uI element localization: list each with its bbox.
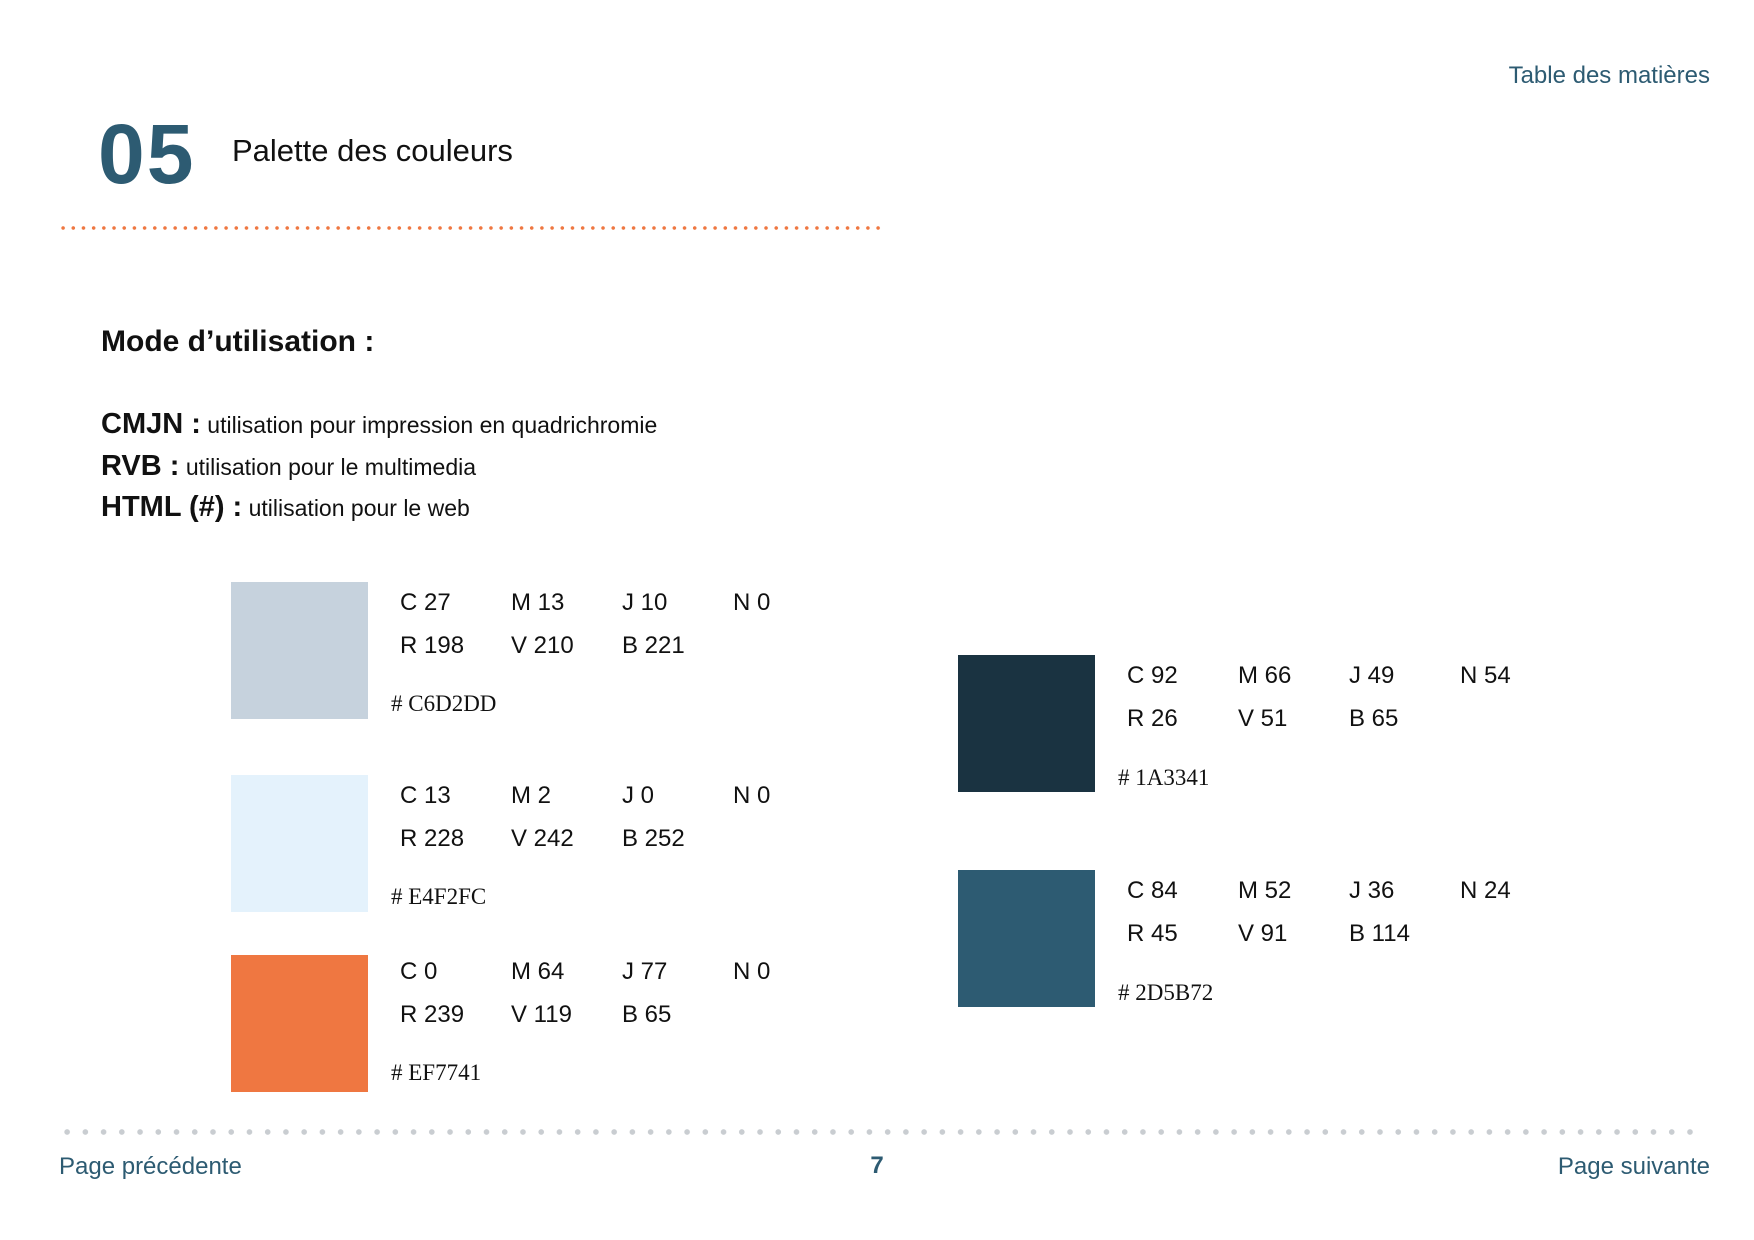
usage-text: utilisation pour le multimedia — [185, 454, 477, 480]
rvb-b-value: B 65 — [1349, 705, 1399, 732]
color-swatch-light-grey-blue — [231, 582, 368, 719]
cmjn-j-value: J 10 — [622, 589, 668, 616]
table-of-contents-link[interactable]: Table des matières — [1508, 62, 1710, 89]
usage-item-html: HTML (#) : utilisation pour le web — [101, 493, 470, 522]
usage-label: HTML (#) : — [101, 491, 243, 523]
rvb-b-value: B 114 — [1349, 920, 1410, 947]
footer-divider — [58, 1128, 1700, 1136]
usage-text: utilisation pour le web — [248, 495, 470, 521]
cmjn-c-value: C 84 — [1127, 877, 1178, 904]
color-swatch-petrol-blue — [958, 870, 1095, 1007]
cmjn-c-value: C 13 — [400, 782, 451, 809]
rvb-r-value: R 239 — [400, 1001, 465, 1028]
hex-value: # C6D2DD — [391, 691, 497, 716]
cmjn-m-value: M 52 — [1238, 877, 1292, 904]
rvb-v-value: V 119 — [511, 1001, 572, 1028]
cmjn-c-value: C 27 — [400, 589, 451, 616]
usage-text: utilisation pour impression en quadrichr… — [207, 412, 658, 438]
rvb-r-value: R 228 — [400, 825, 465, 852]
cmjn-m-value: M 2 — [511, 782, 552, 809]
section-number: 05 — [98, 107, 196, 201]
color-swatch-pale-blue — [231, 775, 368, 912]
cmjn-m-value: M 13 — [511, 589, 565, 616]
cmjn-n-value: N 24 — [1460, 877, 1511, 904]
rvb-v-value: V 91 — [1238, 920, 1288, 947]
usage-heading: Mode d’utilisation : — [101, 325, 375, 358]
next-page-link[interactable]: Page suivante — [1557, 1153, 1710, 1180]
rvb-b-value: B 252 — [622, 825, 685, 852]
hex-value: # 1A3341 — [1118, 765, 1210, 790]
page-number: 7 — [870, 1152, 884, 1179]
color-swatch-dark-navy — [958, 655, 1095, 792]
color-swatch-orange — [231, 955, 368, 1092]
title-divider — [58, 226, 882, 230]
cmjn-j-value: J 0 — [622, 782, 655, 809]
usage-label: RVB : — [101, 450, 180, 482]
hex-value: # 2D5B72 — [1118, 980, 1214, 1005]
cmjn-c-value: C 92 — [1127, 662, 1178, 689]
rvb-v-value: V 210 — [511, 632, 574, 659]
previous-page-link[interactable]: Page précédente — [59, 1153, 242, 1180]
usage-item-rvb: RVB : utilisation pour le multimedia — [101, 452, 476, 481]
cmjn-j-value: J 49 — [1349, 662, 1395, 689]
rvb-r-value: R 45 — [1127, 920, 1178, 947]
rvb-r-value: R 26 — [1127, 705, 1178, 732]
cmjn-c-value: C 0 — [400, 958, 438, 985]
hex-value: # E4F2FC — [391, 884, 487, 909]
hex-value: # EF7741 — [391, 1060, 482, 1085]
rvb-v-value: V 51 — [1238, 705, 1288, 732]
usage-item-cmjn: CMJN : utilisation pour impression en qu… — [101, 410, 657, 439]
cmjn-j-value: J 77 — [622, 958, 668, 985]
section-title: Palette des couleurs — [232, 133, 513, 168]
rvb-b-value: B 65 — [622, 1001, 672, 1028]
usage-label: CMJN : — [101, 408, 201, 440]
cmjn-m-value: M 64 — [511, 958, 565, 985]
cmjn-n-value: N 54 — [1460, 662, 1511, 689]
rvb-v-value: V 242 — [511, 825, 574, 852]
cmjn-n-value: N 0 — [733, 958, 771, 985]
rvb-b-value: B 221 — [622, 632, 685, 659]
cmjn-j-value: J 36 — [1349, 877, 1395, 904]
rvb-r-value: R 198 — [400, 632, 465, 659]
cmjn-n-value: N 0 — [733, 782, 771, 809]
cmjn-m-value: M 66 — [1238, 662, 1292, 689]
cmjn-n-value: N 0 — [733, 589, 771, 616]
